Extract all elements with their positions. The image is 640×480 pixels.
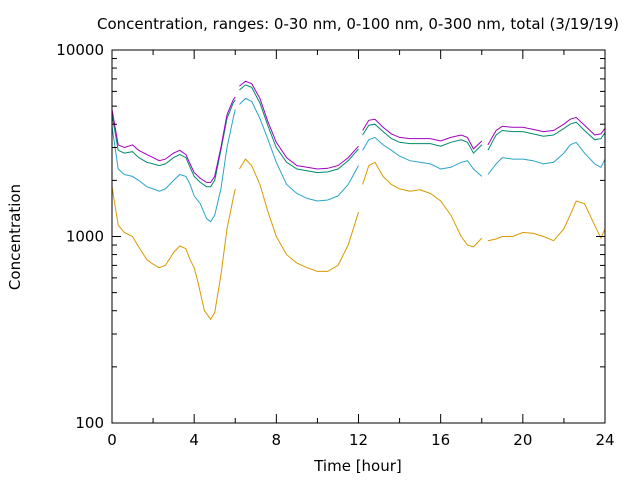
series-line-2 <box>111 84 606 188</box>
x-tick-label: 20 <box>513 431 532 449</box>
x-tick-label: 24 <box>595 431 614 449</box>
series-layer <box>111 80 606 321</box>
x-axis-label: Time [hour] <box>313 457 402 475</box>
x-tick-label: 8 <box>272 431 282 449</box>
series-line-3 <box>111 80 606 183</box>
y-axis-label: Concentration <box>6 184 24 290</box>
series-line-0 <box>111 158 606 321</box>
y-tick-label: 10000 <box>56 41 104 59</box>
series-line-1 <box>111 97 606 223</box>
x-tick-label: 4 <box>189 431 199 449</box>
x-tick-label: 16 <box>431 431 450 449</box>
x-tick-label: 12 <box>349 431 368 449</box>
y-tick-label: 1000 <box>66 228 104 246</box>
y-tick-label: 100 <box>75 414 104 432</box>
ticks-layer: 0 4 8 12 16 20 24 100 1000 10000 <box>56 41 614 449</box>
x-tick-label: 0 <box>107 431 117 449</box>
chart-title: Concentration, ranges: 0-30 nm, 0-100 nm… <box>97 15 619 33</box>
plot-frame <box>111 49 606 424</box>
